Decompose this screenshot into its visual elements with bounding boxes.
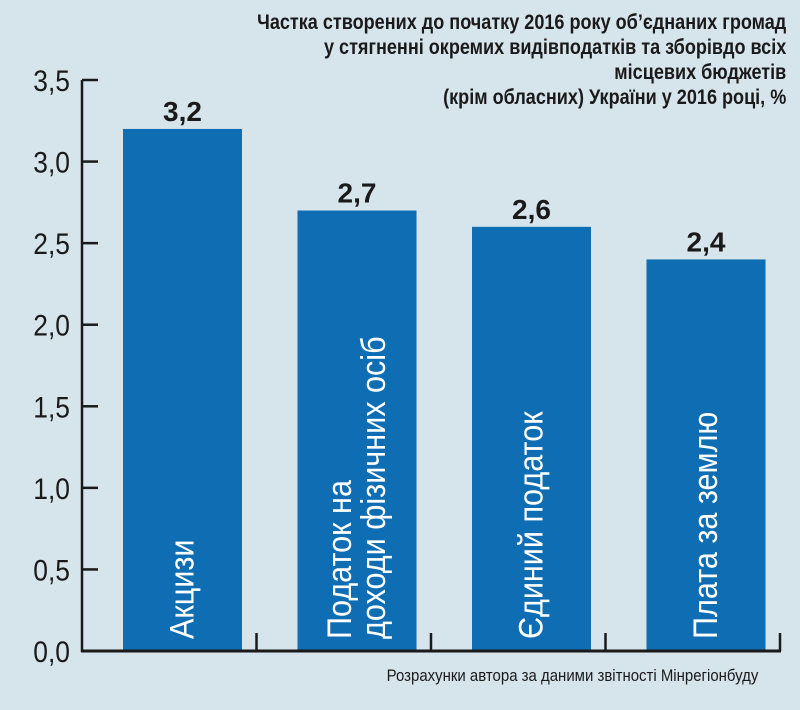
title-line: (крім обласних) України у 2016 році, % (442, 86, 786, 109)
title-line: місцевих бюджетів (614, 61, 786, 84)
category-label: Плата за землю (687, 412, 725, 639)
bar (123, 128, 242, 651)
y-tick-label: 2,0 (33, 308, 70, 342)
value-label: 2,7 (338, 178, 377, 209)
category-label: Акцизи (163, 540, 201, 639)
bar (472, 226, 591, 652)
category-label: Податок на (321, 480, 359, 639)
value-label: 2,6 (512, 194, 551, 225)
y-tick-label: 3,5 (33, 63, 70, 97)
y-tick-label: 1,5 (33, 390, 70, 424)
chart-title: Частка створених до початку 2016 року об… (257, 10, 786, 110)
y-tick-label: 2,5 (33, 227, 70, 261)
value-label: 3,2 (163, 96, 202, 127)
y-tick-label: 1,0 (33, 471, 70, 505)
title-line: у стягненні окремих видівподатків та збо… (323, 36, 786, 59)
bar (297, 210, 417, 651)
value-label: 2,4 (687, 226, 726, 257)
source-note: Розрахунки автора за даними звітності Мі… (386, 666, 758, 685)
category-label: доходи фізичних осіб (355, 336, 393, 639)
y-tick-label: 0,5 (33, 553, 70, 587)
y-tick-label: 3,0 (33, 145, 70, 179)
bar (646, 259, 766, 651)
y-tick-label: 0,0 (33, 634, 70, 668)
category-label: Єдиний податок (512, 411, 550, 639)
title-line: Частка створених до початку 2016 року об… (256, 11, 786, 34)
